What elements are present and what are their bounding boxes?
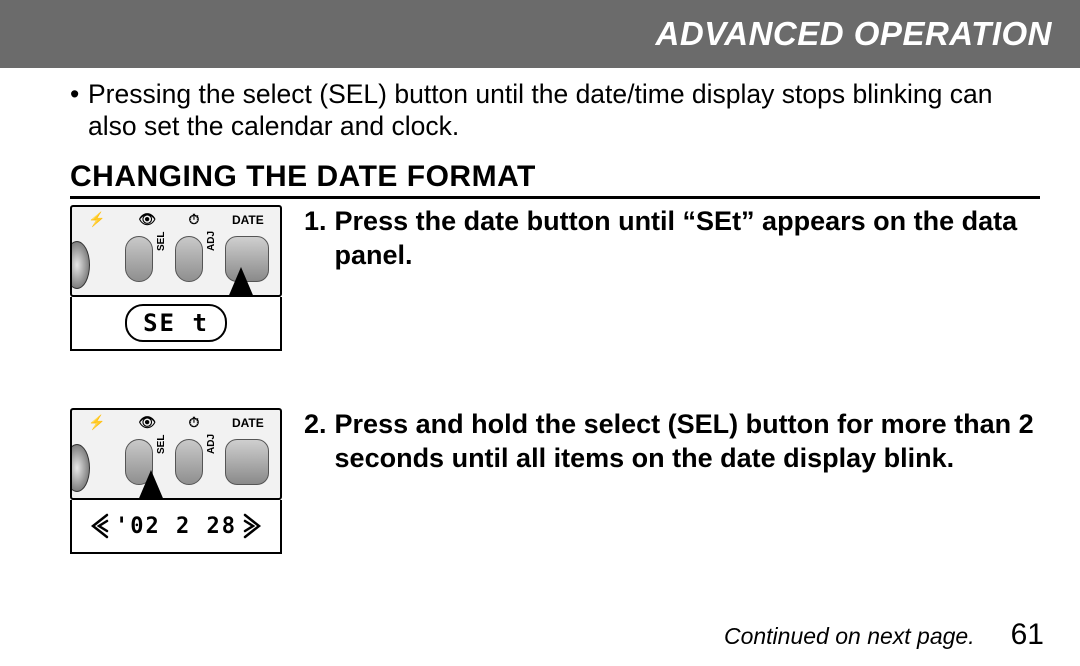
blink-right-icon (243, 511, 263, 541)
step-number: 1. (304, 205, 327, 273)
step-2-figure: ⚡ 👁 ⏱ DATE SEL ADJ (70, 408, 282, 554)
manual-page: ADVANCED OPERATION • Pressing the select… (0, 0, 1080, 666)
adj-button: ADJ (175, 439, 203, 485)
date-button (225, 439, 269, 485)
arrow-up-icon (134, 470, 168, 500)
eye-icon: 👁 (138, 414, 156, 431)
intro-paragraph: • Pressing the select (SEL) button until… (70, 78, 1040, 143)
page-number: 61 (1011, 618, 1044, 652)
display-text: SE t (125, 304, 227, 342)
bullet-dot: • (70, 78, 78, 143)
sel-button: SEL (125, 236, 153, 282)
step-2: ⚡ 👁 ⏱ DATE SEL ADJ (70, 408, 1040, 554)
display-text-blink: '02 2 28 (89, 511, 263, 541)
arrow-up-icon (224, 267, 258, 297)
step-1-figure: ⚡ 👁 ⏱ DATE SEL ADJ SE t (70, 205, 282, 351)
date-label: DATE (232, 416, 264, 430)
flash-icon: ⚡ (88, 414, 105, 431)
step-number: 2. (304, 408, 327, 476)
step-1: ⚡ 👁 ⏱ DATE SEL ADJ SE t 1. (70, 205, 1040, 351)
eye-icon: 👁 (138, 211, 156, 228)
flash-icon: ⚡ (88, 211, 105, 228)
step-1-text: Press the date button until “SEt” appear… (335, 205, 1040, 273)
display-panel: SE t (70, 297, 282, 351)
section-heading: CHANGING THE DATE FORMAT (70, 160, 1040, 199)
step-2-text: Press and hold the select (SEL) button f… (335, 408, 1040, 476)
header-title: ADVANCED OPERATION (656, 15, 1052, 53)
timer-icon: ⏱ (189, 414, 200, 431)
date-label: DATE (232, 213, 264, 227)
continued-label: Continued on next page. (724, 623, 975, 650)
timer-icon: ⏱ (189, 211, 200, 228)
blink-left-icon (89, 511, 109, 541)
device-illustration: ⚡ 👁 ⏱ DATE SEL ADJ (70, 408, 282, 500)
display-panel: '02 2 28 (70, 500, 282, 554)
footer: Continued on next page. 61 (0, 618, 1044, 652)
adj-button: ADJ (175, 236, 203, 282)
header-bar: ADVANCED OPERATION (0, 0, 1080, 68)
intro-text: Pressing the select (SEL) button until t… (88, 78, 1040, 143)
device-illustration: ⚡ 👁 ⏱ DATE SEL ADJ (70, 205, 282, 297)
